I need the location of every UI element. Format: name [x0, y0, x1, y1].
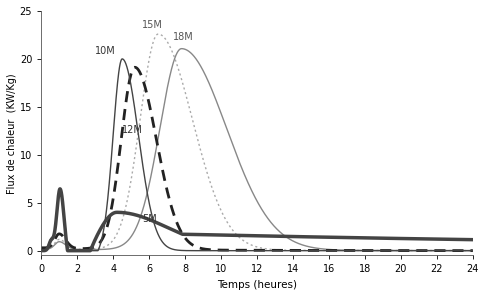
Text: 12M: 12M	[122, 125, 143, 135]
Y-axis label: Flux de chaleur  (KW/Kg): Flux de chaleur (KW/Kg)	[7, 73, 17, 194]
Text: 18M: 18M	[173, 32, 193, 42]
Text: 10M: 10M	[95, 46, 116, 56]
X-axis label: Temps (heures): Temps (heures)	[217, 280, 297, 290]
Text: 15M: 15M	[142, 20, 163, 30]
Text: 5M: 5M	[142, 214, 156, 224]
